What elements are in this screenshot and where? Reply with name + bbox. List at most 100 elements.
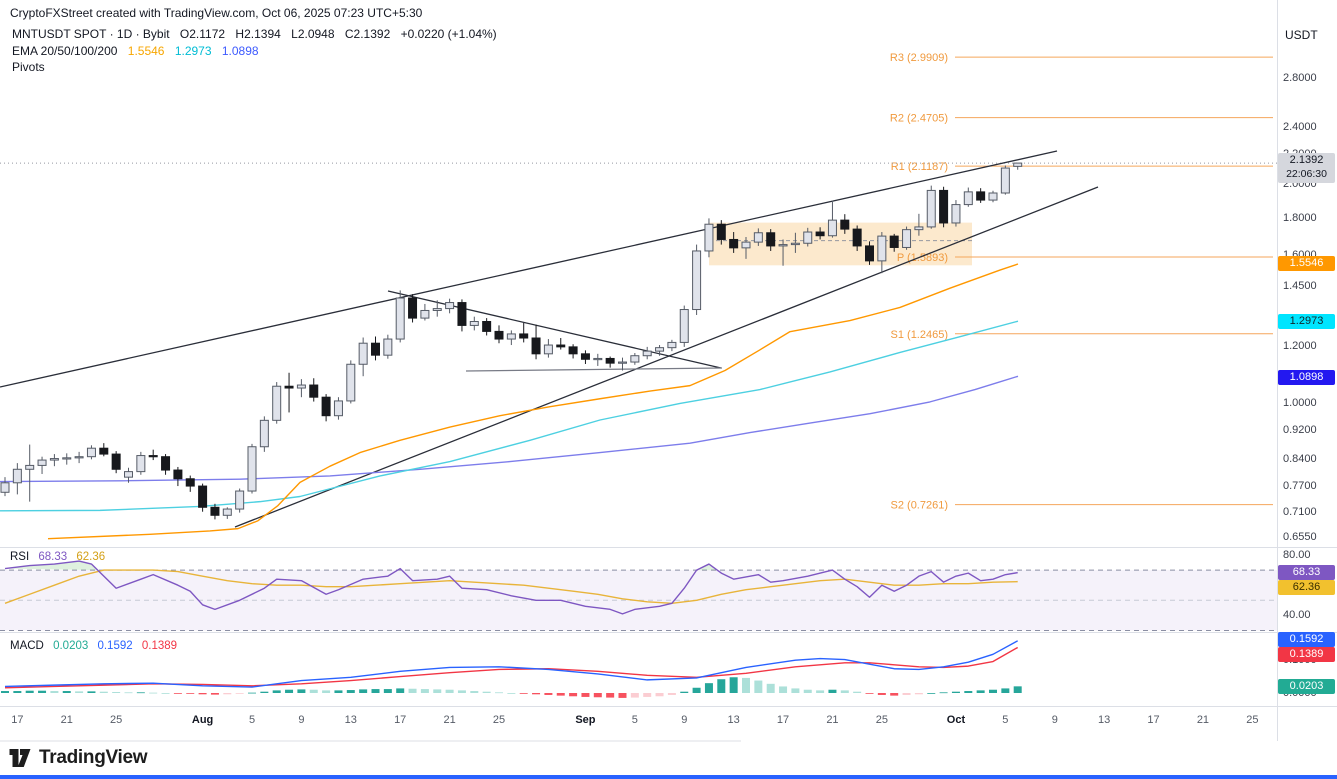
- axis-value-box-rsi-value[interactable]: 68.33: [1278, 565, 1335, 580]
- candle-body: [939, 189, 949, 224]
- time-axis-label[interactable]: 25: [1246, 714, 1259, 726]
- time-axis-label[interactable]: 25: [110, 714, 123, 726]
- macd-histogram-bar: [25, 690, 34, 693]
- time-axis-label[interactable]: 9: [298, 714, 305, 726]
- candle-body: [951, 204, 961, 224]
- macd-histogram-bar: [717, 679, 726, 693]
- rsi-axis-tick[interactable]: 40.00: [1283, 609, 1311, 622]
- candle-body: [704, 223, 714, 252]
- time-axis-label[interactable]: 9: [1051, 714, 1058, 726]
- axis-value-box-ema100-value[interactable]: 1.0898: [1278, 370, 1335, 385]
- candle-body: [161, 456, 171, 471]
- currency-label[interactable]: USDT: [1285, 28, 1318, 42]
- price-axis-tick[interactable]: 0.6550: [1283, 531, 1317, 544]
- price-axis-tick[interactable]: 1.2000: [1283, 339, 1317, 352]
- time-axis-label[interactable]: 21: [443, 714, 456, 726]
- time-axis-month-label[interactable]: Sep: [575, 714, 596, 726]
- macd-histogram-bar: [840, 690, 849, 693]
- candle-body: [667, 341, 677, 349]
- macd-histogram-bar: [149, 692, 158, 694]
- macd-histogram-bar: [742, 677, 750, 693]
- macd-histogram-bar: [643, 693, 652, 697]
- candle-body: [692, 250, 702, 311]
- macd-histogram-bar: [38, 690, 47, 693]
- macd-histogram-bar: [816, 690, 825, 693]
- price-axis-tick[interactable]: 1.8000: [1283, 211, 1317, 224]
- time-axis-label[interactable]: 9: [681, 714, 688, 726]
- candle-body: [531, 337, 541, 355]
- time-axis-label[interactable]: 5: [1002, 714, 1009, 726]
- price-axis-tick[interactable]: 1.0000: [1283, 397, 1317, 410]
- axis-value-box-ema20-value[interactable]: 1.5546: [1278, 256, 1335, 271]
- macd-histogram-bar: [334, 690, 343, 693]
- time-axis-label[interactable]: 17: [394, 714, 407, 726]
- ema20-line: [47, 263, 1019, 540]
- trendline-1: [0, 150, 1058, 388]
- axis-value-box-hist-value[interactable]: 0.0203: [1278, 679, 1335, 694]
- tradingview-logo-icon: [9, 749, 31, 767]
- candle-body: [185, 478, 195, 487]
- macd-histogram-bar: [285, 689, 294, 693]
- tradingview-logo[interactable]: TradingView: [8, 747, 148, 769]
- time-axis-label[interactable]: 25: [875, 714, 888, 726]
- macd-histogram-bar: [408, 688, 417, 693]
- candle-body: [99, 447, 109, 455]
- time-axis-label[interactable]: 17: [776, 714, 790, 726]
- price-axis-tick[interactable]: 0.9200: [1283, 423, 1317, 436]
- candle-body: [519, 333, 529, 339]
- price-axis-tick[interactable]: 0.7700: [1283, 480, 1317, 493]
- time-axis-label[interactable]: 21: [1196, 714, 1210, 726]
- candle-body: [914, 226, 924, 231]
- axis-value-box-ema50-value[interactable]: 1.2973: [1278, 314, 1335, 329]
- rsi-value-text: 68.33: [1292, 566, 1321, 578]
- candle-body: [272, 385, 282, 421]
- time-axis-label[interactable]: 13: [1098, 714, 1111, 726]
- macd-histogram-bar: [1, 691, 9, 693]
- axis-value-box-signal-value[interactable]: 0.1389: [1278, 647, 1335, 662]
- candle-body: [963, 191, 973, 206]
- time-axis-label[interactable]: 17: [1147, 714, 1160, 726]
- candle-body: [173, 469, 183, 480]
- candle-body: [556, 344, 566, 348]
- macd-histogram-bar: [1001, 688, 1010, 693]
- time-axis-label[interactable]: 13: [344, 714, 357, 726]
- time-axis-label[interactable]: 17: [11, 714, 24, 726]
- axis-value-box-macd-value[interactable]: 0.1592: [1278, 632, 1335, 647]
- price-axis-tick[interactable]: 1.4500: [1283, 280, 1317, 292]
- candle-body: [593, 357, 603, 361]
- macd-histogram-bar: [136, 692, 145, 694]
- price-axis-tick[interactable]: 0.7100: [1283, 505, 1317, 518]
- candle-body: [827, 219, 837, 237]
- axis-value-box-rsi-ma-value[interactable]: 62.36: [1278, 580, 1335, 595]
- price-axis-tick[interactable]: 2.8000: [1283, 72, 1317, 84]
- macd-panel-title-row[interactable]: MACD 0.0203 0.1592 0.1389: [10, 640, 177, 652]
- candle-body: [1000, 167, 1010, 194]
- rsi-panel-title-row[interactable]: RSI 68.33 62.36: [10, 551, 105, 563]
- time-axis-label[interactable]: 5: [631, 714, 638, 726]
- price-axis-tick[interactable]: 0.8400: [1283, 452, 1317, 465]
- bottom-accent-bar: [0, 775, 1337, 779]
- ema-indicator-row[interactable]: EMA 20/50/100/200 1.5546 1.2973 1.0898: [12, 44, 266, 58]
- ohlc-low: L2.0948: [291, 27, 335, 41]
- chart-canvas[interactable]: R3 (2.9909) R2 (2.4705) R1 (2.1187) P (1.58…: [0, 0, 1337, 745]
- time-axis-label[interactable]: 13: [727, 714, 740, 726]
- axis-value-box-last-price[interactable]: 2.1392 22:06:30: [1278, 153, 1335, 183]
- time-axis-month-label[interactable]: Aug: [191, 714, 214, 726]
- macd-histogram-bar: [667, 693, 676, 695]
- macd-histogram-bar: [803, 689, 812, 693]
- macd-histogram-bar: [618, 693, 627, 698]
- ema50-header-value: 1.2973: [174, 44, 212, 58]
- pivots-indicator-label[interactable]: Pivots: [12, 60, 45, 74]
- price-axis-tick[interactable]: 2.4000: [1283, 120, 1317, 133]
- time-axis-label[interactable]: 5: [248, 714, 256, 726]
- symbol-title-row[interactable]: MNTUSDT SPOT · 1D · Bybit O2.1172 H2.139…: [12, 27, 504, 41]
- time-axis-month-label[interactable]: Oct: [946, 714, 966, 726]
- candle-body: [729, 238, 739, 249]
- rsi-axis-tick[interactable]: 80.00: [1283, 549, 1311, 561]
- time-axis-label[interactable]: 25: [492, 714, 506, 726]
- candle-body: [198, 485, 208, 508]
- time-axis-label[interactable]: 21: [826, 714, 839, 726]
- macd-histogram-bar: [445, 689, 454, 693]
- time-axis-label[interactable]: 21: [60, 714, 73, 726]
